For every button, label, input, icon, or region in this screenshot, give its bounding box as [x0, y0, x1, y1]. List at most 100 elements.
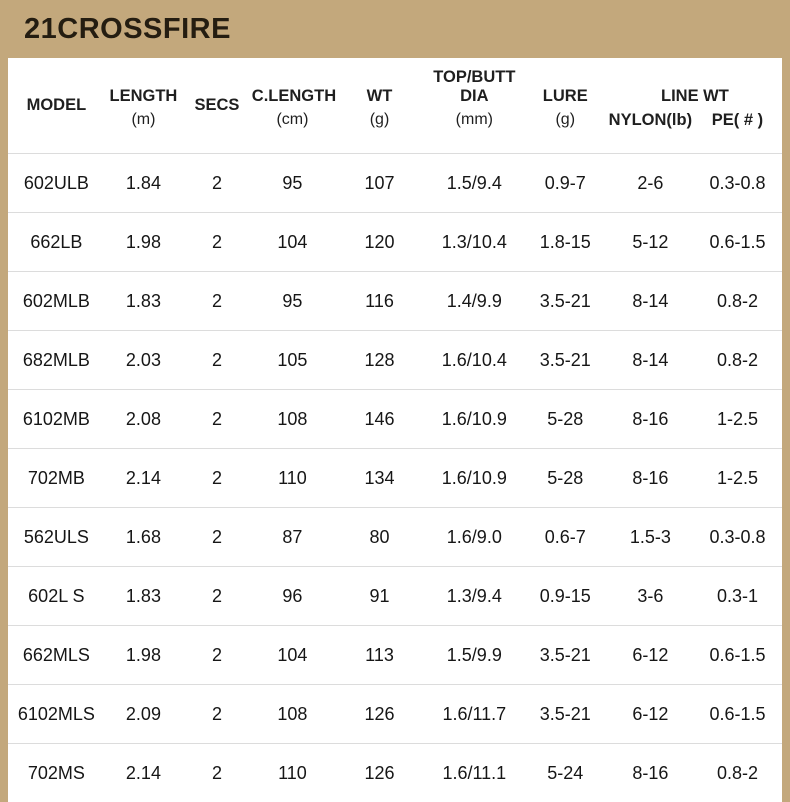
- table-cell: 3.5-21: [523, 626, 608, 685]
- col-header-model: MODEL: [8, 58, 105, 154]
- table-cell: 6102MLS: [8, 685, 105, 744]
- table-cell: 1.3/10.4: [426, 213, 523, 272]
- table-cell: 1.8-15: [523, 213, 608, 272]
- table-cell: 6-12: [608, 626, 693, 685]
- table-cell: 1.83: [105, 567, 182, 626]
- table-cell: 682MLB: [8, 331, 105, 390]
- table-cell: 8-16: [608, 744, 693, 802]
- table-cell: 2.08: [105, 390, 182, 449]
- table-cell: 3.5-21: [523, 331, 608, 390]
- table-cell: 0.6-1.5: [693, 626, 782, 685]
- table-cell: 0.6-1.5: [693, 685, 782, 744]
- table-cell: 116: [333, 272, 426, 331]
- table-cell: 1.6/11.7: [426, 685, 523, 744]
- table-cell: 80: [333, 508, 426, 567]
- table-cell: 2.14: [105, 744, 182, 802]
- table-cell: 1.6/11.1: [426, 744, 523, 802]
- table-cell: 1.4/9.9: [426, 272, 523, 331]
- col-header-wt: WT: [333, 58, 426, 109]
- spec-table-container: MODEL LENGTH SECS C.LENGTH WT TOP/BUTT D…: [8, 58, 782, 802]
- table-cell: 3.5-21: [523, 685, 608, 744]
- table-cell: 0.3-1: [693, 567, 782, 626]
- table-cell: 1-2.5: [693, 449, 782, 508]
- table-cell: 0.8-2: [693, 272, 782, 331]
- title-bar: 21CROSSFIRE: [0, 0, 790, 58]
- table-cell: 5-28: [523, 390, 608, 449]
- table-cell: 105: [252, 331, 333, 390]
- table-cell: 6102MB: [8, 390, 105, 449]
- table-cell: 104: [252, 213, 333, 272]
- table-cell: 602L S: [8, 567, 105, 626]
- table-cell: 1.6/10.9: [426, 390, 523, 449]
- table-cell: 0.6-7: [523, 508, 608, 567]
- table-cell: 126: [333, 685, 426, 744]
- col-header-secs: SECS: [182, 58, 252, 154]
- table-cell: 146: [333, 390, 426, 449]
- table-cell: 2: [182, 272, 252, 331]
- table-cell: 1.5/9.9: [426, 626, 523, 685]
- table-cell: 6-12: [608, 685, 693, 744]
- table-cell: 2: [182, 154, 252, 213]
- table-cell: 8-14: [608, 331, 693, 390]
- table-cell: 2.14: [105, 449, 182, 508]
- table-cell: 8-16: [608, 390, 693, 449]
- table-cell: 134: [333, 449, 426, 508]
- table-cell: 5-24: [523, 744, 608, 802]
- table-cell: 2.03: [105, 331, 182, 390]
- page-title: 21CROSSFIRE: [24, 13, 231, 46]
- table-cell: 702MS: [8, 744, 105, 802]
- table-cell: 108: [252, 685, 333, 744]
- table-cell: 2.09: [105, 685, 182, 744]
- table-cell: 0.8-2: [693, 331, 782, 390]
- table-cell: 562ULS: [8, 508, 105, 567]
- table-cell: 126: [333, 744, 426, 802]
- col-header-pe: PE( # ): [693, 109, 782, 154]
- table-cell: 1.6/10.4: [426, 331, 523, 390]
- table-cell: 2: [182, 626, 252, 685]
- table-cell: 0.9-15: [523, 567, 608, 626]
- table-cell: 0.6-1.5: [693, 213, 782, 272]
- table-cell: 0.9-7: [523, 154, 608, 213]
- table-cell: 2: [182, 508, 252, 567]
- table-cell: 2: [182, 744, 252, 802]
- table-cell: 2: [182, 685, 252, 744]
- table-cell: 5-12: [608, 213, 693, 272]
- table-cell: 110: [252, 449, 333, 508]
- col-unit-wt: (g): [333, 109, 426, 154]
- table-cell: 2: [182, 331, 252, 390]
- table-cell: 2-6: [608, 154, 693, 213]
- col-header-topbutt: TOP/BUTT DIA: [426, 58, 523, 109]
- table-cell: 1.6/9.0: [426, 508, 523, 567]
- col-unit-length: (m): [105, 109, 182, 154]
- table-cell: 602MLB: [8, 272, 105, 331]
- table-cell: 8-16: [608, 449, 693, 508]
- table-cell: 1.5/9.4: [426, 154, 523, 213]
- col-header-linewt: LINE WT: [608, 58, 782, 109]
- col-header-length: LENGTH: [105, 58, 182, 109]
- col-header-clength: C.LENGTH: [252, 58, 333, 109]
- table-cell: 5-28: [523, 449, 608, 508]
- table-cell: 96: [252, 567, 333, 626]
- table-cell: 91: [333, 567, 426, 626]
- table-cell: 0.3-0.8: [693, 154, 782, 213]
- table-cell: 113: [333, 626, 426, 685]
- table-cell: 1.3/9.4: [426, 567, 523, 626]
- table-cell: 95: [252, 154, 333, 213]
- table-cell: 1.6/10.9: [426, 449, 523, 508]
- col-unit-topbutt: (mm): [426, 109, 523, 154]
- table-cell: 87: [252, 508, 333, 567]
- table-cell: 1.83: [105, 272, 182, 331]
- col-header-nylon: NYLON(lb): [608, 109, 693, 154]
- table-header: MODEL LENGTH SECS C.LENGTH WT TOP/BUTT D…: [8, 58, 782, 154]
- table-cell: 1.98: [105, 213, 182, 272]
